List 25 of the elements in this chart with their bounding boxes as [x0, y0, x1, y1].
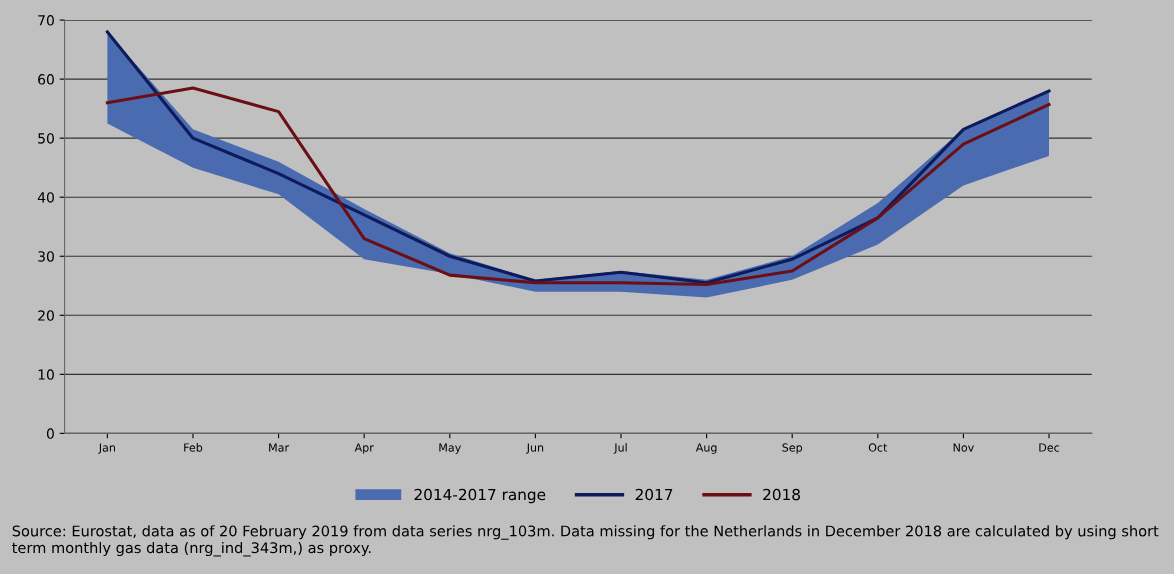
y-tick-label: 40 [37, 192, 54, 203]
legend-label: 2017 [635, 488, 673, 501]
x-tick-label: Mar [269, 443, 290, 452]
y-tick-label: 60 [38, 74, 54, 85]
x-tick-label: Feb [184, 443, 203, 452]
y-tick-label: 10 [38, 369, 54, 380]
x-tick-label: Dec [1039, 443, 1060, 452]
y-tick-label: 20 [38, 310, 54, 321]
x-tick-label: Sep [782, 443, 803, 454]
x-tick-label: Apr [354, 443, 374, 454]
y-tick-label: 50 [38, 133, 54, 144]
x-tick-label: Jul [613, 443, 627, 454]
source-note: Source: Eurostat, data as of 20 February 2019 from data series nrg_103m. Data missing for the Netherlands in December 2018 are calculated by using short term monthly gas data (nrg_ind_343m,) as proxy. [12, 525, 1159, 557]
x-tick-label: Jun [526, 443, 544, 454]
legend-label: 2014-2017 range [414, 488, 546, 504]
x-tick-label: Oct [868, 443, 888, 452]
y-tick-label: 70 [38, 15, 54, 26]
x-tick-label: Aug [695, 443, 717, 454]
y-tick-label: 0 [46, 428, 54, 439]
line-series [105, 86, 1051, 287]
y-tick-label: 30 [38, 251, 54, 262]
x-tick-label: Jan [98, 443, 115, 454]
legend-label: 2018 [763, 488, 800, 501]
x-tick-label: May [439, 443, 461, 454]
x-tick-label: Nov [953, 443, 974, 452]
